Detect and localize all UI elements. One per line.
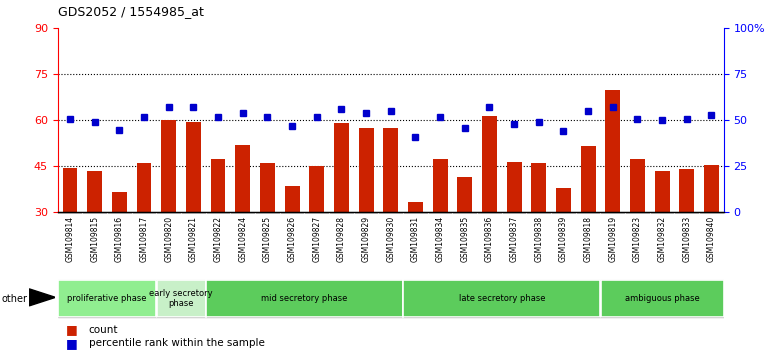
Text: proliferative phase: proliferative phase: [67, 294, 147, 303]
Polygon shape: [29, 289, 55, 306]
Text: ■: ■: [65, 337, 77, 350]
Text: GSM109816: GSM109816: [115, 216, 124, 262]
Bar: [581, 147, 595, 212]
FancyBboxPatch shape: [206, 280, 403, 316]
FancyBboxPatch shape: [156, 280, 206, 316]
Text: GSM109819: GSM109819: [608, 216, 618, 262]
FancyBboxPatch shape: [403, 280, 600, 316]
Text: GSM109828: GSM109828: [337, 216, 346, 262]
Text: GSM109831: GSM109831: [411, 216, 420, 262]
Text: GSM109833: GSM109833: [682, 216, 691, 262]
Bar: [87, 171, 102, 212]
Bar: [556, 188, 571, 212]
Text: GSM109815: GSM109815: [90, 216, 99, 262]
Text: ■: ■: [65, 324, 77, 336]
Bar: [211, 159, 226, 212]
Bar: [679, 170, 695, 212]
Text: GSM109838: GSM109838: [534, 216, 544, 262]
Text: GSM109824: GSM109824: [238, 216, 247, 262]
Bar: [630, 159, 644, 212]
Bar: [310, 166, 324, 212]
Text: GSM109817: GSM109817: [139, 216, 149, 262]
Text: GSM109835: GSM109835: [460, 216, 469, 262]
Bar: [605, 90, 620, 212]
Text: GSM109837: GSM109837: [510, 216, 519, 262]
Text: GSM109830: GSM109830: [387, 216, 395, 262]
Text: late secretory phase: late secretory phase: [458, 294, 545, 303]
Bar: [162, 120, 176, 212]
Bar: [704, 165, 719, 212]
Bar: [433, 159, 447, 212]
Bar: [62, 168, 78, 212]
Text: early secretory
phase: early secretory phase: [149, 289, 213, 308]
Bar: [531, 163, 546, 212]
FancyBboxPatch shape: [601, 280, 724, 316]
Text: GSM109836: GSM109836: [485, 216, 494, 262]
Bar: [186, 122, 201, 212]
Text: GSM109822: GSM109822: [213, 216, 223, 262]
Text: GSM109825: GSM109825: [263, 216, 272, 262]
FancyBboxPatch shape: [58, 280, 156, 316]
Text: ambiguous phase: ambiguous phase: [624, 294, 699, 303]
Bar: [457, 177, 472, 212]
Bar: [334, 124, 349, 212]
Bar: [507, 162, 521, 212]
Text: GSM109818: GSM109818: [584, 216, 593, 262]
Text: GSM109826: GSM109826: [288, 216, 296, 262]
Text: GSM109814: GSM109814: [65, 216, 75, 262]
Bar: [654, 171, 670, 212]
Text: other: other: [2, 294, 28, 304]
Text: GSM109829: GSM109829: [362, 216, 370, 262]
Bar: [285, 186, 300, 212]
Text: GSM109823: GSM109823: [633, 216, 642, 262]
Text: count: count: [89, 325, 118, 335]
Text: GSM109820: GSM109820: [164, 216, 173, 262]
Text: GSM109840: GSM109840: [707, 216, 716, 262]
Bar: [408, 202, 423, 212]
Text: GSM109821: GSM109821: [189, 216, 198, 262]
Bar: [383, 128, 398, 212]
Text: GDS2052 / 1554985_at: GDS2052 / 1554985_at: [58, 5, 203, 18]
Text: GSM109839: GSM109839: [559, 216, 568, 262]
Bar: [260, 163, 275, 212]
Text: GSM109827: GSM109827: [313, 216, 321, 262]
Text: mid secretory phase: mid secretory phase: [261, 294, 347, 303]
Text: GSM109834: GSM109834: [436, 216, 444, 262]
Bar: [236, 145, 250, 212]
Bar: [112, 193, 127, 212]
Bar: [359, 128, 373, 212]
Bar: [137, 163, 152, 212]
Text: percentile rank within the sample: percentile rank within the sample: [89, 338, 264, 348]
Bar: [482, 116, 497, 212]
Text: GSM109832: GSM109832: [658, 216, 667, 262]
